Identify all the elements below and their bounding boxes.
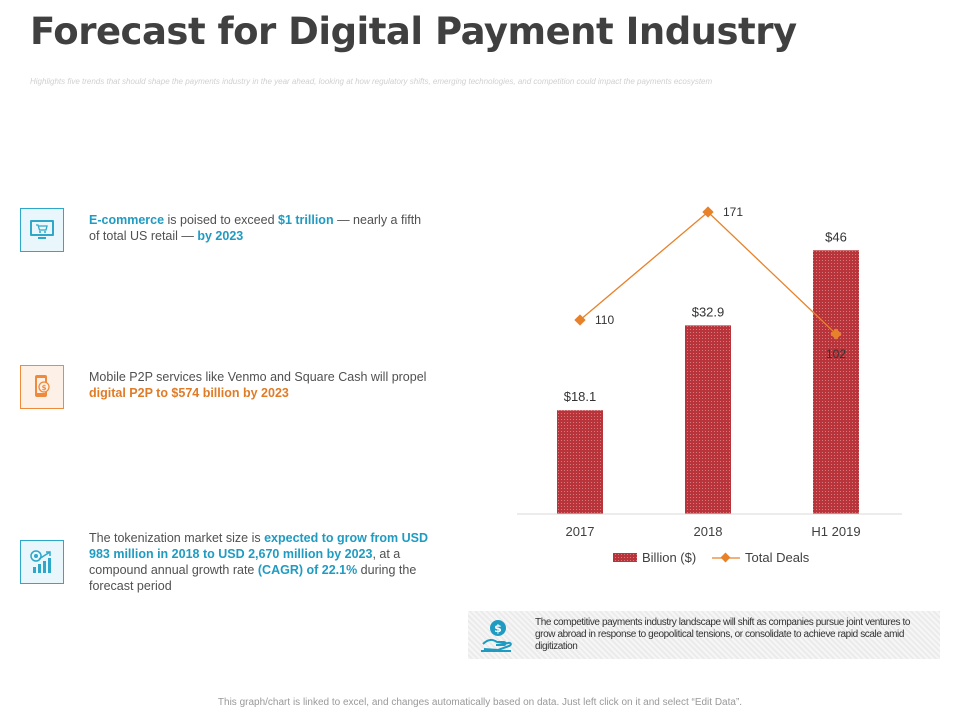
callout-text: The competitive payments industry landsc… xyxy=(535,617,911,652)
x-tick-H1 2019: H1 2019 xyxy=(811,524,860,539)
legend-swatch-bars xyxy=(613,553,637,562)
shopping-cart-screen-icon xyxy=(20,208,64,252)
page-title: Forecast for Digital Payment Industry xyxy=(30,10,797,53)
hand-dollar-icon: $ xyxy=(480,617,514,653)
growth-chart-icon xyxy=(20,540,64,584)
legend-label-bars: Billion ($) xyxy=(642,550,696,565)
bar-label-2018: $32.9 xyxy=(692,304,725,319)
deal-label-2017: 110 xyxy=(595,313,614,327)
chart-svg: $18.1 2017 $32.9 2018 $46 H1 2019 110 171 102 Bi… xyxy=(517,205,902,565)
deal-label-H1 2019: 102 xyxy=(826,347,846,361)
deal-label-2018: 171 xyxy=(723,205,743,219)
bar-label-2017: $18.1 xyxy=(564,389,597,404)
x-tick-2017: 2017 xyxy=(566,524,595,539)
callout-box: $ The competitive payments industry land… xyxy=(468,611,940,659)
legend-marker-line xyxy=(720,552,731,563)
deal-point-H1 2019 xyxy=(830,328,842,340)
svg-text:$: $ xyxy=(494,622,502,635)
point-ecommerce-text: E-commerce is poised to exceed $1 trilli… xyxy=(89,213,422,243)
footer-note: This graph/chart is linked to excel, and… xyxy=(217,697,743,708)
x-tick-2018: 2018 xyxy=(694,524,723,539)
bar-2017 xyxy=(557,410,603,514)
page-subtitle: Highlights five trends that should shape… xyxy=(30,77,713,86)
bar-2018 xyxy=(685,325,731,514)
point-tokenization-text: The tokenization market size is expected… xyxy=(89,531,428,593)
bar-label-H1 2019: $46 xyxy=(825,229,847,244)
point-mobile-p2p-text: Mobile P2P services like Venmo and Squar… xyxy=(89,370,427,400)
combo-chart[interactable]: $18.1 2017 $32.9 2018 $46 H1 2019 110 171 102 Bi… xyxy=(500,190,920,580)
mobile-payment-icon: $ xyxy=(20,365,64,409)
bar-H1 2019 xyxy=(813,250,859,515)
svg-text:$: $ xyxy=(42,384,47,392)
legend-label-line: Total Deals xyxy=(745,550,810,565)
